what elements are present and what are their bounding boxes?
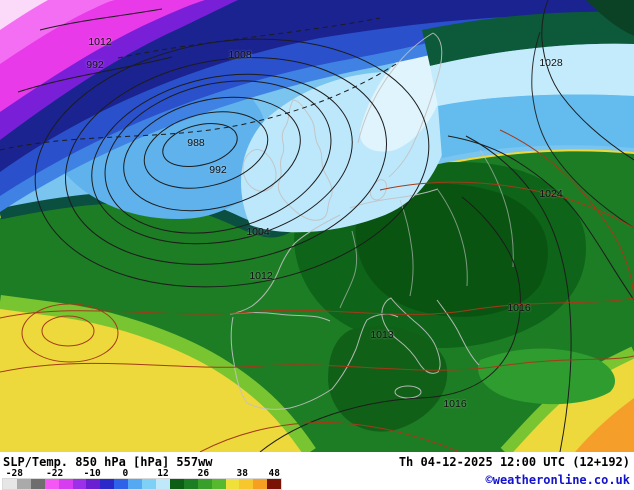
legend-color-cell [58, 479, 73, 489]
legend-color-cell [44, 479, 59, 489]
pressure-label: 1012 [88, 36, 112, 48]
pressure-label: 1008 [228, 49, 252, 61]
legend-colorbar [2, 478, 282, 490]
pressure-label: 1013 [370, 329, 394, 341]
legend-color-cell [114, 479, 129, 489]
legend-color-cell [100, 479, 115, 489]
pressure-label: 992 [86, 59, 104, 71]
pressure-label: 1004 [246, 226, 270, 238]
legend-color-cell [30, 479, 45, 489]
legend-color-cell [155, 479, 170, 489]
legend-color-cell [267, 479, 282, 489]
legend-value: -28 [5, 468, 23, 479]
legend-color-cell [169, 479, 184, 489]
legend-value: 48 [268, 468, 280, 479]
pressure-label: 988 [187, 137, 205, 149]
isotherms [0, 129, 634, 452]
isobars [0, 0, 634, 452]
pressure-label: 1024 [539, 188, 563, 200]
legend-color-cell [142, 479, 156, 489]
pressure-label: 1016 [443, 398, 467, 410]
legend-color-cell [183, 479, 198, 489]
legend-color-cell [253, 479, 268, 489]
legend-color-cell [225, 479, 240, 489]
legend-value: -22 [46, 468, 64, 479]
pressure-label: 1012 [249, 270, 273, 282]
legend-color-cell [197, 479, 212, 489]
copyright-link[interactable]: ©weatheronline.co.uk [485, 473, 631, 487]
legend-value: 12 [157, 468, 169, 479]
pressure-labels-layer: 1012 992 1008 1028 988 992 1024 1004 1012 1016 101… [86, 36, 563, 410]
legend-value: 26 [197, 468, 210, 479]
legend-value: 38 [236, 468, 248, 479]
temperature-legend: -28 -22 -10 0 12 26 38 48 [2, 468, 282, 490]
legend-value: -10 [83, 468, 101, 479]
legend-color-cell [3, 479, 17, 489]
legend-color-cell [239, 479, 254, 489]
legend-color-cell [211, 479, 226, 489]
map-area: 1012 992 1008 1028 988 992 1024 1004 1012 1016 101… [0, 0, 634, 452]
pressure-label: 992 [209, 164, 227, 176]
legend-color-cell [128, 479, 143, 489]
pressure-label: 1028 [539, 57, 563, 69]
datetime-label: Th 04-12-2025 12:00 UTC (12+192) [398, 455, 630, 469]
map-graphic [0, 0, 634, 452]
legend-color-cell [86, 479, 101, 489]
legend-color-cell [72, 479, 87, 489]
legend-color-cell [16, 479, 31, 489]
legend-values: -28 -22 -10 0 12 26 38 48 [3, 468, 281, 479]
legend-value: 0 [122, 468, 129, 479]
footer: SLP/Temp. 850 hPa [hPa] 557ww Th 04-12-2… [0, 452, 634, 490]
temperature-fill-layer [0, 0, 634, 452]
pressure-label: 1016 [507, 302, 531, 314]
chart-title: SLP/Temp. 850 hPa [hPa] 557ww [3, 455, 213, 469]
